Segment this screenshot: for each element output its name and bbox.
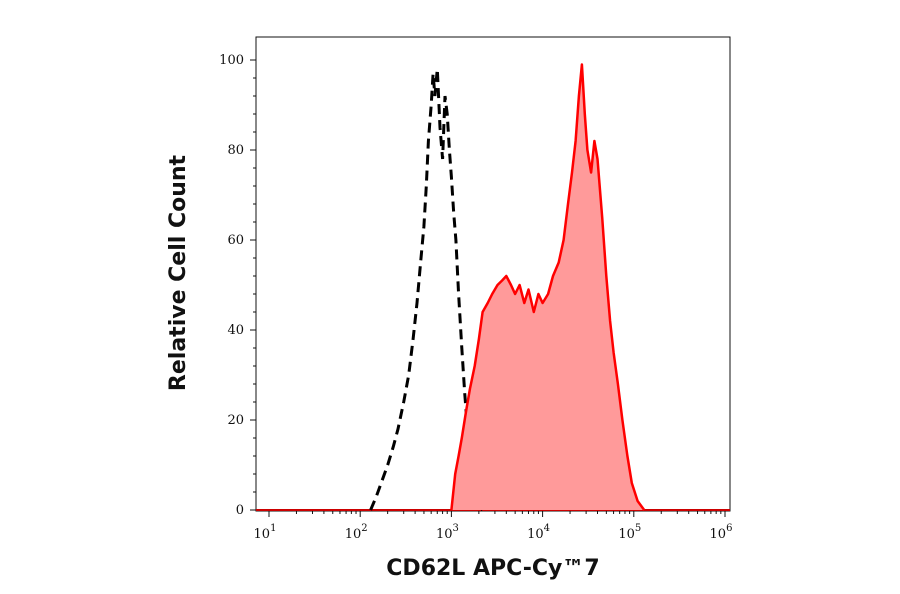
x-tick-label: 106	[710, 523, 733, 542]
x-tick-label: 101	[254, 523, 277, 542]
y-axis-title: Relative Cell Count	[166, 154, 191, 391]
series-1-fill	[451, 64, 645, 510]
y-tick-label: 40	[227, 323, 244, 338]
x-tick-label: 103	[436, 523, 459, 542]
y-tick-label: 60	[227, 233, 244, 248]
x-tick-label: 102	[345, 523, 368, 542]
y-tick-label: 0	[236, 503, 244, 518]
y-tick-label: 20	[227, 413, 244, 428]
y-axis: 0 20 40 60 80 100	[219, 53, 256, 518]
y-tick-label: 100	[219, 53, 244, 68]
x-axis-title: CD62L APC-Cy™7	[386, 556, 599, 581]
y-tick-label: 80	[227, 143, 244, 158]
x-tick-label: 105	[618, 523, 641, 542]
x-tick-label: 104	[527, 523, 550, 542]
x-axis: 101 102 103 104 105 106	[254, 511, 733, 542]
series-1-line	[450, 63, 646, 511]
histogram-marks	[256, 63, 730, 511]
